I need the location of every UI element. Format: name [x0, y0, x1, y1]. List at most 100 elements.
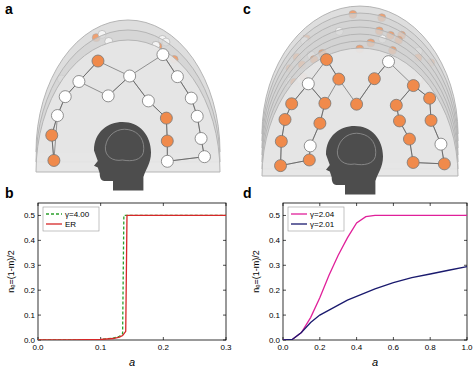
y-axis-label: nₑ=(1-m)/2	[6, 250, 16, 293]
y-tick	[223, 265, 226, 266]
network-node	[195, 132, 207, 144]
y-tick	[283, 215, 286, 216]
y-tick-label: 0.5	[269, 211, 281, 220]
y-tick	[464, 265, 467, 266]
network-node	[302, 78, 314, 90]
network-node	[171, 71, 183, 83]
chart: 0.00.20.40.60.81.00.00.10.20.30.40.5anₑ=…	[251, 203, 473, 368]
network-node	[407, 80, 419, 92]
y-tick-label: 0.0	[269, 336, 281, 345]
network-node	[403, 133, 415, 145]
x-tick	[319, 203, 320, 206]
legend: γ=4.00ER	[43, 207, 99, 231]
y-tick-label: 0.3	[269, 261, 281, 270]
network-node	[73, 76, 85, 88]
network-illustration	[262, 6, 458, 194]
x-tick	[163, 203, 164, 206]
x-tick-label: 0.2	[158, 343, 170, 352]
y-tick	[38, 240, 41, 241]
y-tick	[283, 265, 286, 266]
y-tick-label: 0.4	[24, 236, 36, 245]
network-node	[321, 54, 333, 66]
x-tick-label: 0.1	[95, 343, 107, 352]
legend-swatch	[46, 213, 62, 214]
series-line	[283, 215, 467, 340]
network-node	[351, 98, 363, 110]
plot-frame	[38, 203, 226, 340]
y-tick-label: 0.2	[24, 286, 36, 295]
series-line	[38, 215, 226, 340]
y-tick	[283, 290, 286, 291]
plot-frame	[283, 203, 467, 340]
x-axis-label: a	[372, 356, 378, 368]
network-node	[275, 135, 287, 147]
network-node	[92, 55, 104, 67]
legend: γ=2.04γ=2.01	[288, 207, 344, 231]
network-node	[48, 154, 60, 166]
network-node	[102, 90, 114, 102]
legend-box	[43, 207, 99, 231]
brain-outline	[337, 133, 375, 164]
y-tick	[223, 290, 226, 291]
x-tick	[430, 203, 431, 206]
network-node	[279, 113, 291, 125]
network-node	[185, 92, 197, 104]
head-silhouette	[326, 126, 383, 194]
network-node	[191, 110, 203, 122]
y-tick	[223, 240, 226, 241]
legend-box	[288, 207, 344, 231]
x-tick-label: 0.6	[388, 343, 400, 352]
network-node	[425, 114, 437, 126]
x-tick	[319, 337, 320, 340]
network-node	[407, 156, 419, 168]
series-group	[283, 215, 467, 340]
panel-label: a	[5, 1, 13, 17]
x-tick-label: 0.4	[351, 343, 363, 352]
series-line	[283, 267, 467, 340]
network-node	[319, 97, 331, 109]
network-node	[383, 56, 395, 68]
series-group	[38, 215, 226, 340]
x-tick	[163, 337, 164, 340]
network-node	[161, 135, 173, 147]
y-tick-label: 0.0	[24, 336, 36, 345]
network-node	[142, 95, 154, 107]
network-node	[435, 138, 447, 150]
y-tick	[464, 315, 467, 316]
panel-label: d	[243, 185, 252, 201]
network-node	[275, 160, 287, 172]
x-tick	[393, 337, 394, 340]
network-node	[303, 154, 315, 166]
network-node	[286, 98, 298, 110]
y-tick	[283, 240, 286, 241]
series-line	[38, 215, 226, 340]
y-tick	[464, 290, 467, 291]
network-node	[304, 140, 316, 152]
y-tick-label: 0.5	[24, 211, 36, 220]
panel-label: c	[243, 1, 251, 17]
legend-swatch	[291, 223, 307, 224]
network-node	[424, 92, 436, 104]
y-tick	[38, 215, 41, 216]
x-tick	[356, 203, 357, 206]
legend-swatch	[46, 223, 62, 224]
network-node	[46, 129, 58, 141]
legend-label: γ=2.01	[310, 220, 335, 229]
network-node	[51, 110, 63, 122]
network-node	[390, 99, 402, 111]
network-node	[393, 115, 405, 127]
x-tick-label: 0.8	[425, 343, 437, 352]
network-illustration	[36, 20, 220, 190]
y-tick	[38, 265, 41, 266]
legend-label: ER	[65, 220, 76, 229]
head-silhouette	[94, 122, 151, 190]
y-tick-label: 0.1	[24, 311, 36, 320]
y-tick-label: 0.1	[269, 311, 281, 320]
x-tick	[356, 337, 357, 340]
y-tick-label: 0.2	[269, 286, 281, 295]
panel-label: b	[5, 185, 14, 201]
network-node	[59, 91, 71, 103]
x-tick	[430, 337, 431, 340]
y-tick-label: 0.4	[269, 236, 281, 245]
chart: 0.00.10.20.30.00.10.20.30.40.5anₑ=(1-m)/…	[6, 203, 232, 368]
